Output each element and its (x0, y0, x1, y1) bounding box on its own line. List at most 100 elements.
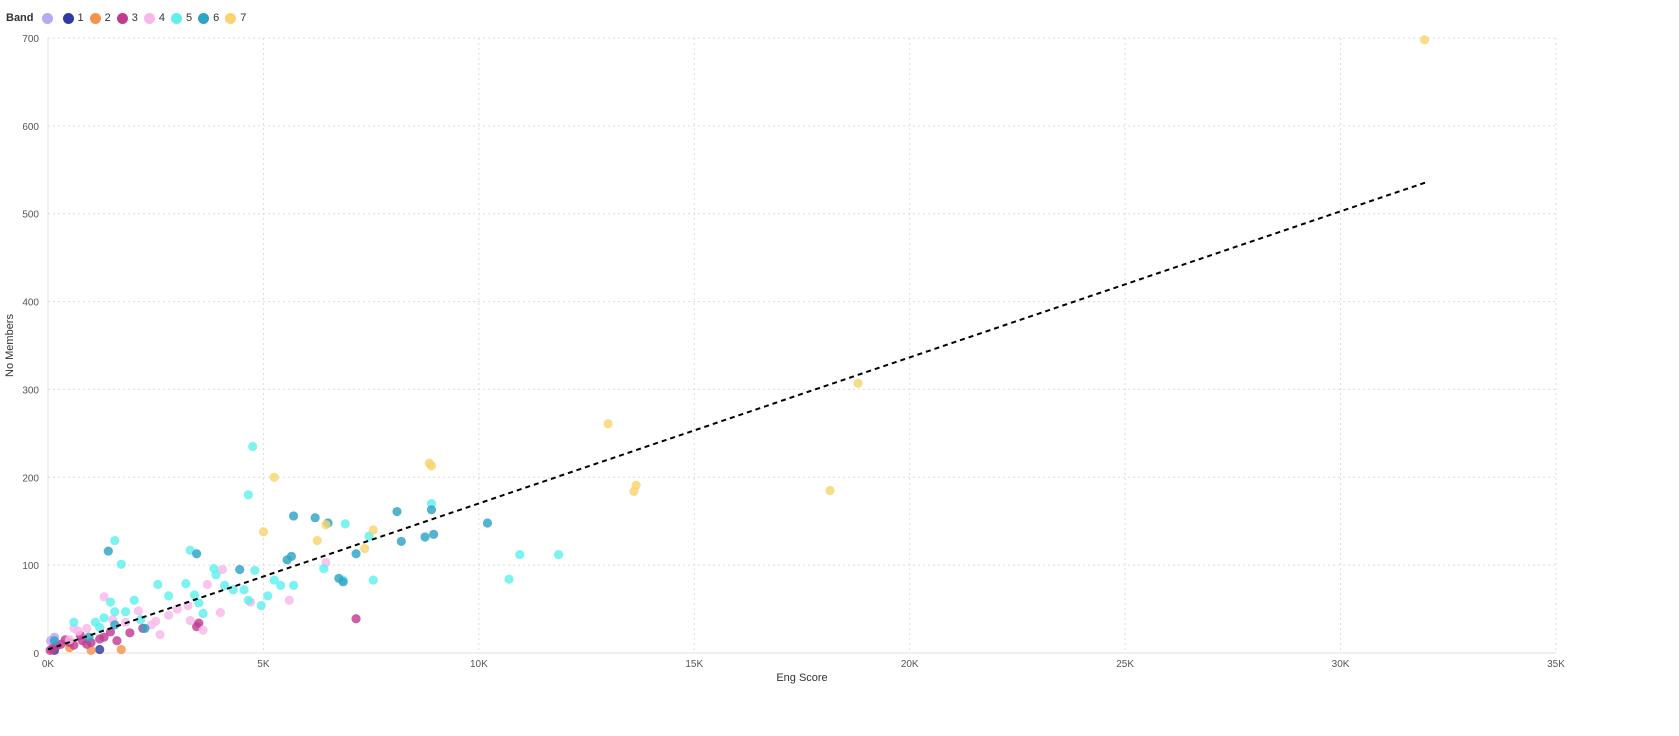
data-point[interactable] (351, 614, 361, 624)
data-point[interactable] (553, 550, 564, 560)
data-point[interactable] (116, 559, 126, 569)
legend-swatch (89, 12, 101, 24)
data-point[interactable] (426, 505, 437, 515)
data-point[interactable] (90, 617, 100, 627)
data-point[interactable] (194, 618, 204, 628)
x-tick-label: 20K (901, 659, 919, 670)
data-point[interactable] (99, 632, 109, 642)
data-point[interactable] (211, 570, 221, 580)
data-point[interactable] (368, 575, 378, 585)
legend: Band 1 2 3 4 5 6 7 (6, 10, 252, 26)
legend-item-blank[interactable] (41, 12, 57, 24)
data-point[interactable] (420, 532, 430, 542)
data-point[interactable] (243, 490, 253, 500)
data-point[interactable] (269, 575, 279, 585)
data-point[interactable] (185, 615, 195, 626)
data-point[interactable] (256, 600, 266, 611)
data-point[interactable] (164, 610, 174, 620)
data-point[interactable] (120, 607, 131, 617)
data-point[interactable] (360, 543, 370, 554)
x-tick-label: 35K (1547, 659, 1565, 670)
data-point[interactable] (153, 579, 163, 590)
data-point[interactable] (288, 580, 299, 590)
data-point[interactable] (192, 549, 202, 559)
data-point[interactable] (603, 419, 613, 429)
legend-item-1[interactable]: 1 (62, 12, 84, 24)
legend-item-7[interactable]: 7 (225, 12, 246, 24)
data-point[interactable] (321, 520, 331, 530)
legend-item-4[interactable]: 4 (143, 12, 165, 24)
data-point[interactable] (429, 529, 439, 539)
data-point[interactable] (99, 592, 109, 602)
data-point[interactable] (110, 535, 120, 546)
data-point[interactable] (194, 598, 204, 608)
legend-item-5[interactable]: 5 (171, 12, 192, 24)
data-point[interactable] (825, 485, 835, 496)
data-point[interactable] (125, 628, 135, 638)
data-point[interactable] (235, 564, 245, 575)
data-point[interactable] (258, 527, 269, 537)
y-axis-title: No Members (4, 314, 16, 377)
data-point[interactable] (310, 513, 320, 523)
data-point[interactable] (250, 565, 260, 576)
data-point[interactable] (172, 604, 182, 614)
axes: 0K 5K 10K 15K 20K 25K 30K 35K 0 100 200 300 400 500 60… (22, 34, 1565, 670)
data-point[interactable] (284, 595, 294, 605)
legend-item-6[interactable]: 6 (198, 12, 219, 24)
data-point[interactable] (853, 378, 863, 388)
data-point[interactable] (215, 607, 225, 618)
data-point[interactable] (338, 577, 348, 587)
legend-item-2[interactable]: 2 (89, 12, 111, 24)
data-point[interactable] (99, 613, 109, 623)
data-point[interactable] (116, 644, 126, 655)
data-point[interactable] (105, 597, 116, 607)
data-point[interactable] (164, 591, 174, 601)
data-point[interactable] (426, 461, 437, 471)
data-point[interactable] (110, 607, 120, 617)
data-point[interactable] (276, 580, 286, 590)
data-point[interactable] (155, 629, 165, 640)
series-6 (49, 505, 493, 646)
data-point[interactable] (112, 636, 122, 646)
data-point[interactable] (504, 574, 514, 584)
data-point[interactable] (129, 595, 139, 605)
data-point[interactable] (140, 623, 150, 634)
data-point[interactable] (263, 591, 273, 601)
data-point[interactable] (220, 580, 230, 590)
data-point[interactable] (269, 472, 279, 482)
x-tick-label: 0K (42, 659, 55, 670)
data-point[interactable] (1419, 35, 1430, 45)
data-point[interactable] (396, 536, 406, 547)
data-point[interactable] (340, 519, 350, 529)
data-point[interactable] (49, 636, 60, 646)
data-point[interactable] (248, 441, 258, 452)
x-tick-label: 10K (470, 659, 488, 670)
data-point[interactable] (239, 585, 249, 595)
data-point[interactable] (181, 578, 191, 589)
data-point[interactable] (482, 518, 493, 528)
data-point[interactable] (69, 617, 79, 627)
data-point[interactable] (629, 486, 639, 496)
data-point[interactable] (392, 506, 402, 517)
data-point[interactable] (202, 579, 213, 590)
data-point[interactable] (288, 511, 299, 521)
data-point[interactable] (368, 525, 378, 535)
legend-item-3[interactable]: 3 (116, 12, 138, 24)
data-point[interactable] (319, 564, 329, 574)
data-point[interactable] (95, 644, 105, 655)
data-point[interactable] (243, 595, 253, 605)
data-point[interactable] (110, 620, 120, 630)
data-point[interactable] (515, 550, 525, 560)
data-point[interactable] (103, 546, 113, 556)
data-point[interactable] (133, 606, 144, 616)
data-point[interactable] (286, 551, 297, 561)
data-point[interactable] (189, 590, 200, 600)
x-axis-title: Eng Score (776, 672, 827, 684)
data-point[interactable] (217, 564, 228, 575)
data-point[interactable] (82, 623, 92, 634)
data-point[interactable] (198, 625, 208, 635)
data-point[interactable] (351, 549, 361, 559)
data-point[interactable] (312, 535, 322, 546)
data-point[interactable] (198, 608, 208, 619)
data-point[interactable] (45, 645, 55, 655)
